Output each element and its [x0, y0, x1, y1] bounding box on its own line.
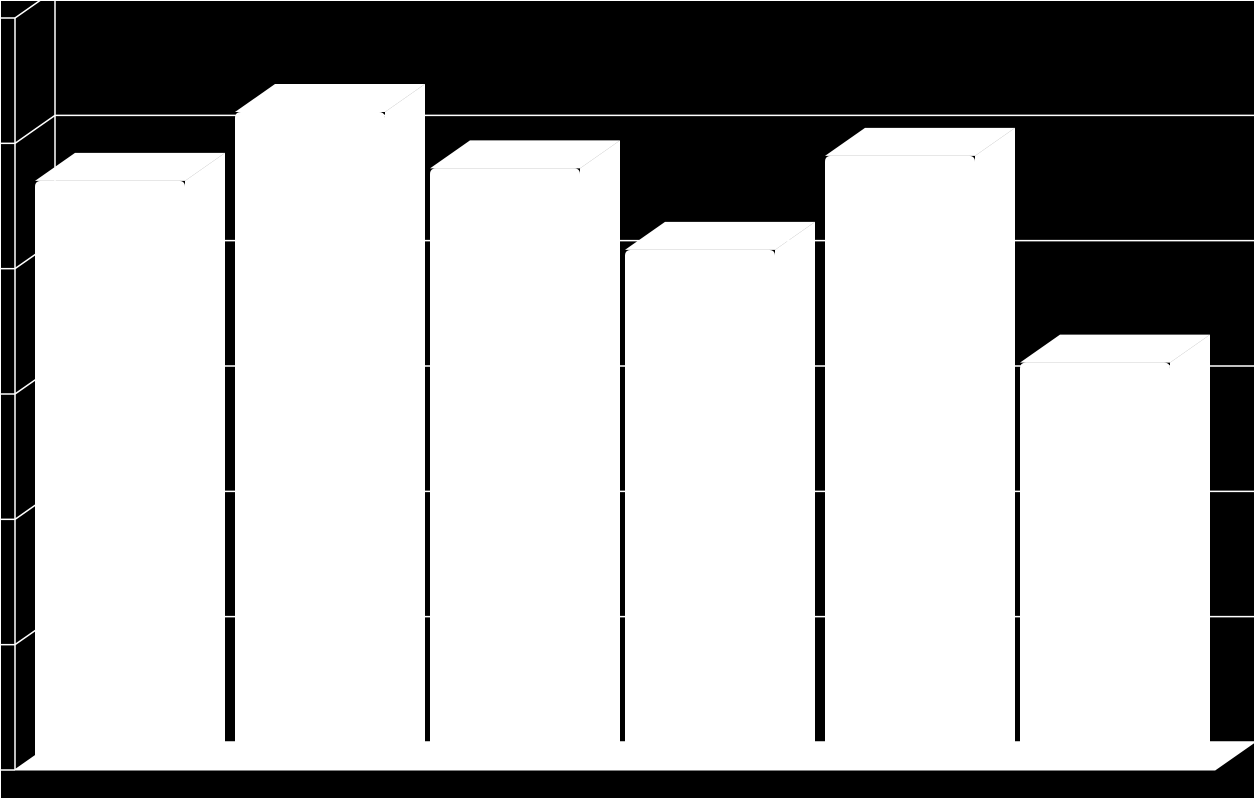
bar — [35, 153, 225, 770]
bar — [430, 140, 620, 770]
bar-chart-3d — [0, 0, 1255, 799]
bar — [825, 128, 1015, 770]
bar — [1020, 335, 1210, 770]
bar — [235, 84, 425, 770]
bar — [625, 222, 815, 770]
